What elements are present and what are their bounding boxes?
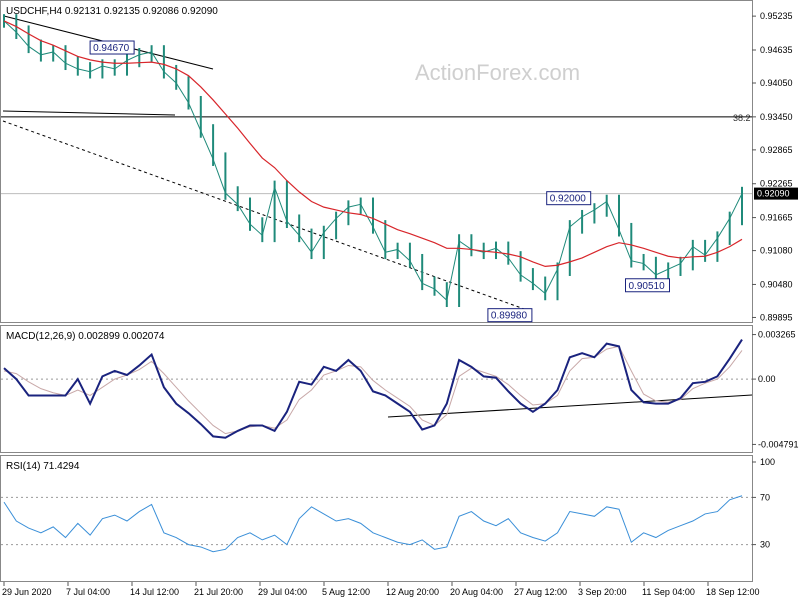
chart-marks: 0.95235 0.94635 0.94050 0.93450 0.92865 0.922… <box>1 11 799 597</box>
price-annotation-label: 0.89980 <box>491 311 528 322</box>
price-annotation-box <box>89 40 135 55</box>
price-y-tick-label: 0.92265 <box>760 179 793 189</box>
price-y-tick-label: 0.94050 <box>760 78 793 88</box>
price-series-line <box>3 20 743 302</box>
price-annotation-label: 0.90510 <box>629 281 666 292</box>
price-y-tick-label: 0.92865 <box>760 145 793 155</box>
rsi-y-tick-label: 70 <box>760 492 770 502</box>
dashed-trendline <box>2 120 528 311</box>
price-y-tick-label: 0.94635 <box>760 45 793 55</box>
macd-line <box>3 339 743 439</box>
right-axis-bg <box>753 0 800 600</box>
rsi-y-tick-label: 100 <box>760 457 775 467</box>
watermark: ActionForex.com <box>415 60 580 85</box>
x-tick-label: 29 Jul 04:00 <box>258 587 307 597</box>
fib-label: 38.2 <box>733 113 751 123</box>
price-y-tick-label: 0.95235 <box>760 11 793 21</box>
price-panel-title: USDCHF,H4 0.92131 0.92135 0.92086 0.9209… <box>6 6 218 17</box>
current-price-tag <box>754 187 798 200</box>
support-trendline <box>2 110 176 116</box>
x-tick-label: 12 Aug 20:00 <box>386 587 439 597</box>
macd-y-tick-label: -0.004791 <box>758 439 799 449</box>
price-y-tick-label: 0.91665 <box>760 213 793 223</box>
price-panel-frame <box>0 0 753 323</box>
macd-panel-frame <box>0 325 753 453</box>
current-price-label: 0.92090 <box>757 189 790 199</box>
x-tick-label: 7 Jul 04:00 <box>66 587 110 597</box>
x-tick-label: 18 Sep 12:00 <box>706 587 760 597</box>
x-tick-label: 27 Aug 12:00 <box>514 587 567 597</box>
rsi-y-tick-label: 30 <box>760 540 770 550</box>
x-tick-label: 20 Aug 04:00 <box>450 587 503 597</box>
macd-trendline <box>387 394 753 418</box>
moving-average-line <box>3 20 743 268</box>
macd-panel-title: MACD(12,26,9) 0.002899 0.002074 <box>6 331 165 342</box>
x-tick-label: 11 Sep 04:00 <box>642 587 695 597</box>
macd-y-tick-label: 0.00 <box>758 374 776 384</box>
price-annotation-box <box>487 308 533 323</box>
x-tick-label: 3 Sep 20:00 <box>578 587 627 597</box>
price-y-tick-label: 0.91080 <box>760 246 793 256</box>
price-annotation-box <box>546 191 592 206</box>
price-y-tick-label: 0.89895 <box>760 312 793 322</box>
x-tick-label: 14 Jul 12:00 <box>130 587 179 597</box>
x-tick-label: 29 Jun 2020 <box>2 587 52 597</box>
rsi-panel-frame <box>0 455 753 582</box>
x-tick-label: 5 Aug 12:00 <box>322 587 370 597</box>
macd-y-tick-label: 0.003265 <box>758 330 796 340</box>
price-annotation-label: 0.94670 <box>93 43 130 54</box>
rsi-panel-title: RSI(14) 71.4294 <box>6 461 80 472</box>
price-annotation-label: 0.92000 <box>550 194 587 205</box>
x-tick-label: 21 Jul 20:00 <box>194 587 243 597</box>
price-annotation-box <box>625 278 670 293</box>
price-y-tick-label: 0.93450 <box>760 112 793 122</box>
price-y-tick-label: 0.90480 <box>760 279 793 289</box>
rsi-line <box>3 495 743 553</box>
